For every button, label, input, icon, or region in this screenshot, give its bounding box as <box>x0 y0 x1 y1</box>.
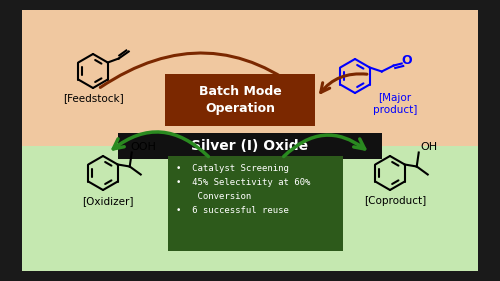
Text: OOH: OOH <box>131 142 156 151</box>
Text: Batch Mode
Operation: Batch Mode Operation <box>198 85 281 115</box>
Text: [Oxidizer]: [Oxidizer] <box>82 196 134 206</box>
Text: O: O <box>402 54 412 67</box>
Bar <box>22 146 478 271</box>
Text: Silver (I) Oxide: Silver (I) Oxide <box>192 139 308 153</box>
Text: •  Catalyst Screening
•  45% Selectivity at 60%
    Conversion
•  6 successful r: • Catalyst Screening • 45% Selectivity a… <box>176 164 310 215</box>
Text: OH: OH <box>420 142 438 151</box>
Bar <box>22 10 478 146</box>
Bar <box>168 156 343 251</box>
Bar <box>118 133 382 158</box>
Bar <box>165 74 315 126</box>
Text: [Major
product]: [Major product] <box>373 93 417 115</box>
Text: [Feedstock]: [Feedstock] <box>62 93 124 103</box>
Text: [Coproduct]: [Coproduct] <box>364 196 426 206</box>
